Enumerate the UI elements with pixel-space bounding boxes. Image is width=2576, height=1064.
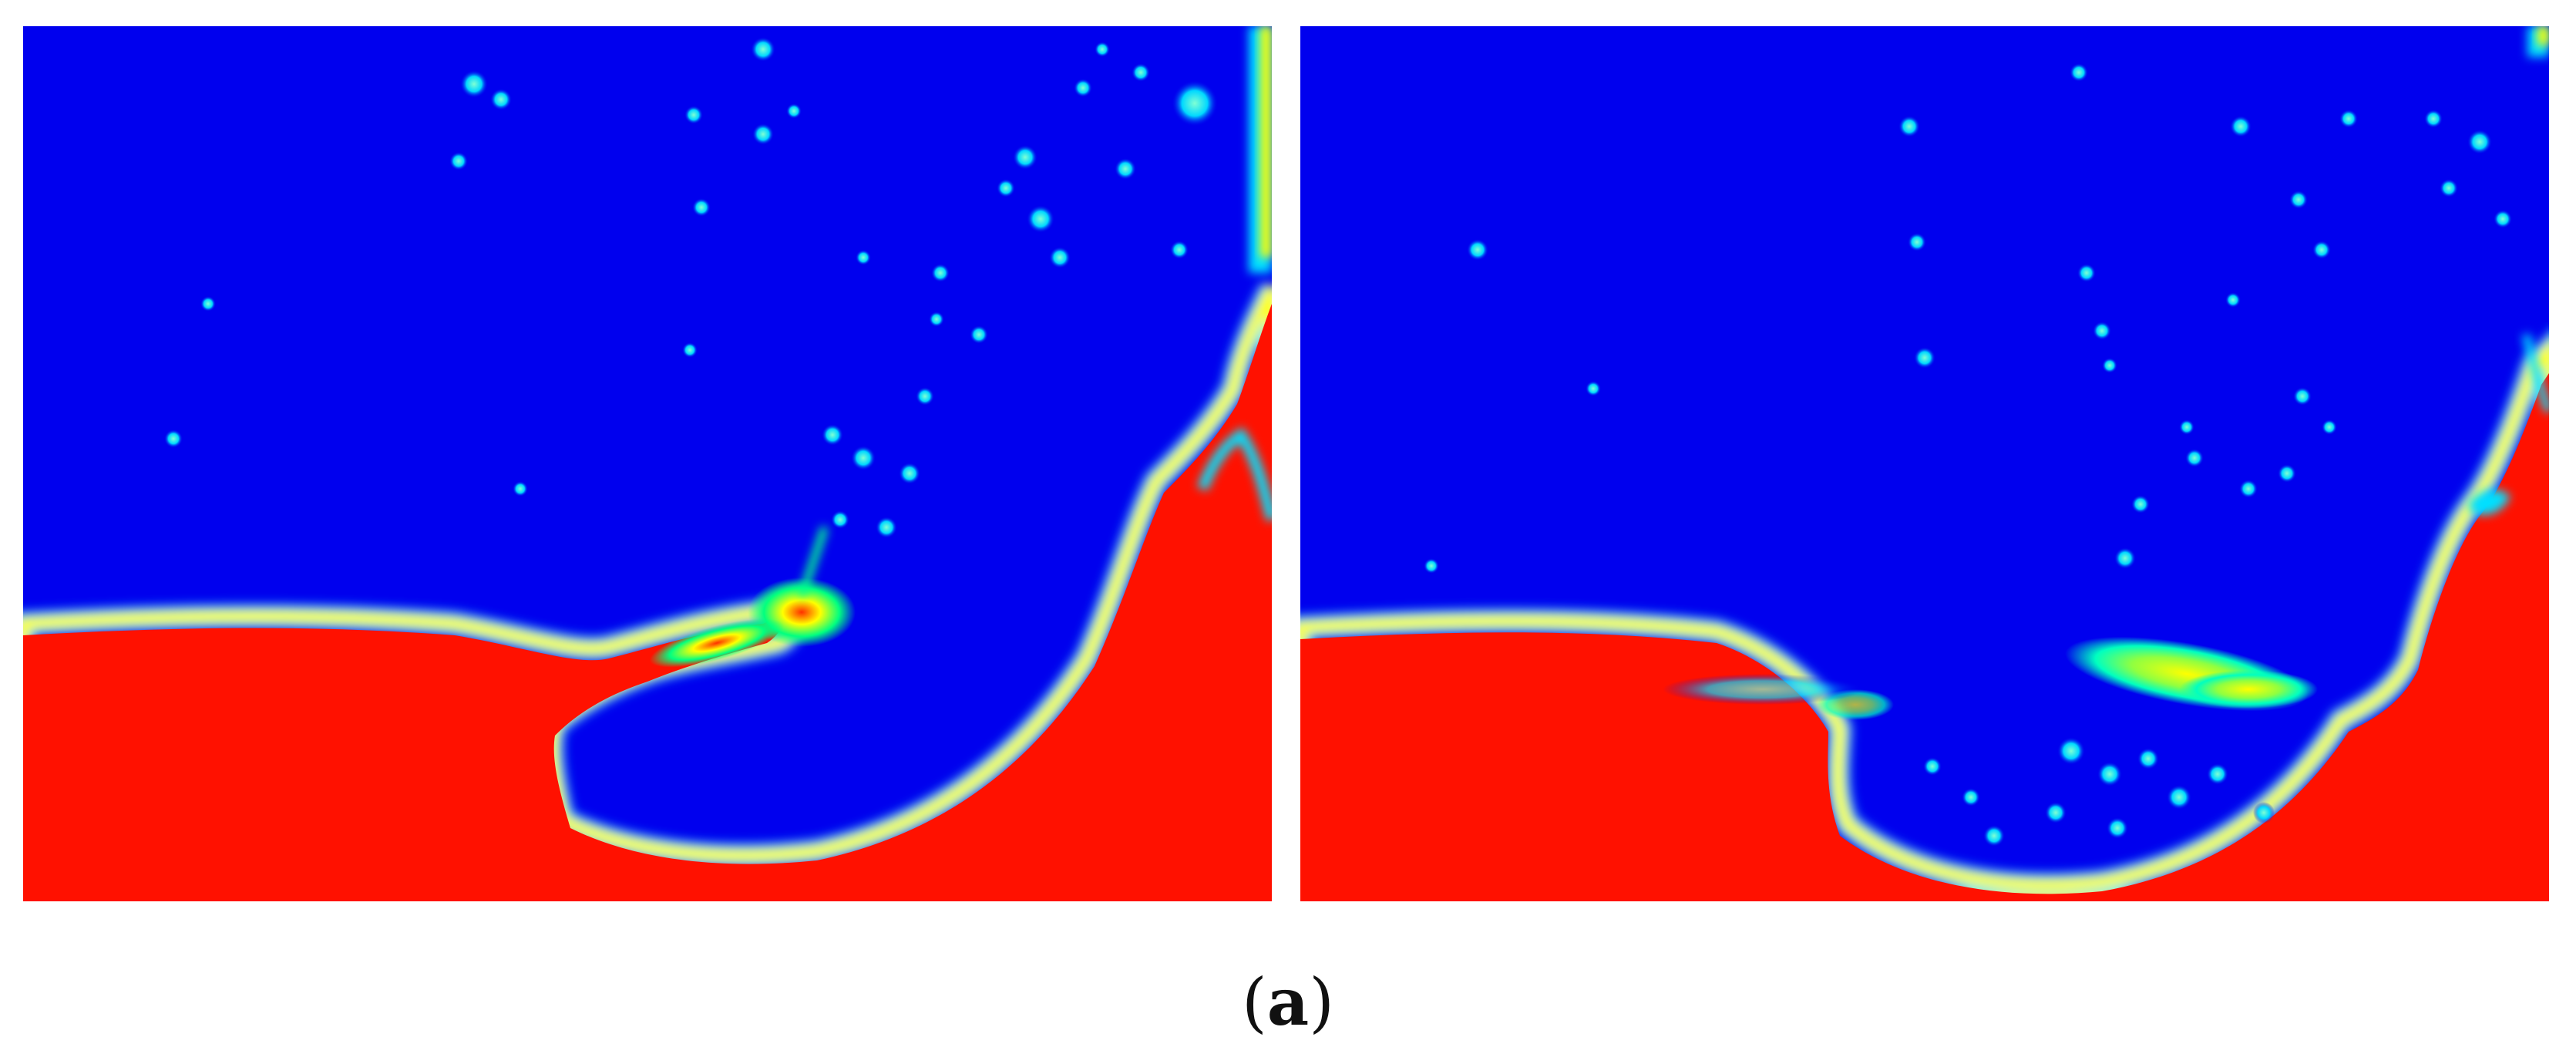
figure-caption: (a) xyxy=(0,964,2576,1041)
caption-close-paren: ) xyxy=(1309,965,1334,1040)
caption-open-paren: ( xyxy=(1242,965,1267,1040)
left-field-image xyxy=(23,26,1272,901)
caption-letter: a xyxy=(1266,964,1310,1040)
speckle-field xyxy=(1424,63,2512,847)
high-region xyxy=(23,304,1272,901)
right-panel xyxy=(1300,26,2549,901)
speckle-field xyxy=(164,37,1218,538)
right-field-image xyxy=(1300,26,2549,901)
interface-contour xyxy=(1300,333,2549,901)
high-region xyxy=(1300,373,2549,901)
left-panel xyxy=(23,26,1272,901)
